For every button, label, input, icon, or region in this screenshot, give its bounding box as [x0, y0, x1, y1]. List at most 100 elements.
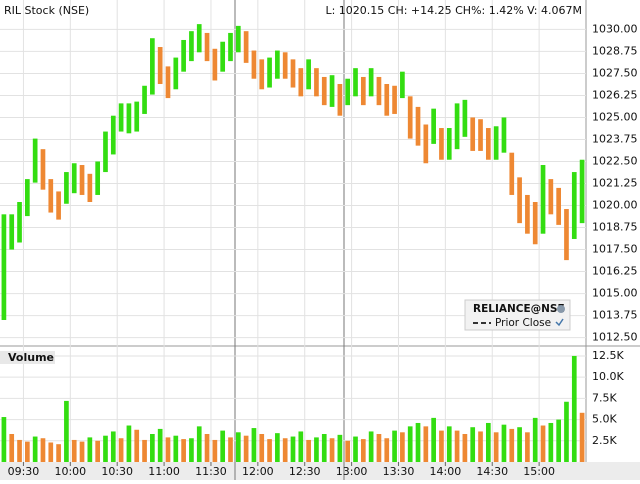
volume-bar [25, 441, 30, 462]
volume-bar [360, 439, 366, 462]
price-bar [251, 50, 257, 79]
price-bar [275, 50, 280, 79]
volume-bar [525, 432, 530, 462]
chart-title: RIL Stock (NSE) [4, 4, 89, 17]
price-bar [368, 68, 374, 97]
legend-check[interactable] [555, 318, 564, 327]
y-tick-label: 5.0K [592, 413, 617, 426]
price-bar [298, 68, 304, 97]
price-bar [485, 128, 491, 160]
price-bar [431, 108, 436, 144]
price-bar [525, 194, 530, 234]
volume-bar [267, 439, 272, 462]
legend-reference: Prior Close [495, 317, 551, 329]
price-bar [48, 179, 54, 213]
volume-bar [79, 441, 85, 462]
volume-bar [540, 425, 546, 462]
y-tick-label: 1026.25 [592, 88, 638, 101]
price-bar [493, 126, 499, 160]
volume-bar [579, 412, 585, 462]
marks [1, 24, 585, 462]
price-bar [126, 103, 132, 134]
price-bar [25, 179, 30, 217]
price-bar [446, 128, 452, 160]
price-bar [454, 103, 460, 150]
volume-bar [470, 427, 476, 462]
x-tick-label: 12:00 [242, 465, 274, 478]
price-bar [157, 47, 163, 85]
price-bar [71, 163, 77, 194]
price-bar [360, 76, 366, 106]
price-bar [392, 85, 397, 114]
volume-bar [392, 430, 397, 462]
volume-bar [17, 439, 22, 462]
volume-bar [95, 440, 101, 462]
x-tick-label: 10:00 [54, 465, 86, 478]
volume-bar [196, 426, 202, 462]
price-bar [282, 52, 288, 79]
volume-bar [103, 435, 108, 462]
price-bar [556, 187, 561, 225]
volume-bar [126, 425, 132, 462]
y-tick-label: 1018.75 [592, 221, 638, 234]
volume-bar [9, 434, 15, 462]
price-bar [235, 25, 241, 53]
price-bar [540, 165, 546, 234]
y-tick-label: 7.5K [592, 391, 617, 404]
y-tick-label: 10.0K [592, 370, 624, 383]
volume-bar [439, 430, 444, 462]
price-bar [79, 165, 85, 195]
volume-bar [478, 431, 483, 462]
volume-bar [423, 426, 429, 462]
price-bar [95, 161, 101, 195]
y-tick-label: 12.5K [592, 349, 624, 362]
volume-bar [556, 419, 561, 462]
volume-bar [314, 437, 319, 462]
volume-bar [87, 437, 93, 462]
price-bar [110, 115, 116, 155]
price-bar [478, 119, 483, 151]
price-bar [87, 173, 93, 202]
price-bar [579, 159, 585, 224]
price-bar [407, 96, 413, 139]
volume-bar [189, 438, 194, 462]
volume-bar [329, 438, 335, 462]
volume-bar [298, 431, 304, 462]
quote-summary: L: 1020.15 CH: +14.25 CH%: 1.42% V: 4.06… [325, 4, 582, 17]
volume-bar [446, 426, 452, 462]
price-bar [314, 68, 319, 97]
price-bar [337, 84, 343, 116]
x-tick-label: 13:30 [383, 465, 415, 478]
grid [0, 0, 586, 462]
price-bar [501, 117, 507, 153]
volume-bar [1, 417, 7, 462]
price-bar [196, 24, 202, 53]
price-bar [1, 214, 7, 320]
legend-symbol: RELIANCE@NSE [473, 303, 565, 315]
volume-bar [431, 417, 436, 462]
volume-bar [290, 436, 296, 462]
x-tick-label: 11:30 [195, 465, 227, 478]
price-bar [462, 99, 468, 137]
volume-bar [548, 422, 554, 462]
volume-bar [337, 434, 343, 462]
volume-bar [517, 427, 522, 462]
y-tick-label: 1015.00 [592, 287, 638, 300]
x-tick-label: 14:00 [430, 465, 462, 478]
price-bar [40, 149, 46, 190]
x-tick-label: 10:30 [101, 465, 133, 478]
volume-bar [400, 432, 405, 462]
price-bar [384, 84, 390, 116]
volume-bar [321, 434, 327, 462]
volume-bar [275, 433, 280, 462]
price-bar [517, 177, 522, 224]
volume-bar [48, 442, 54, 462]
y-tick-label: 1023.75 [592, 132, 638, 145]
volume-bar [384, 438, 390, 462]
y-tick-label: 1022.50 [592, 154, 638, 167]
price-bar [321, 76, 327, 106]
header-band [0, 0, 586, 18]
volume-bar [118, 438, 124, 462]
legend-icon[interactable] [557, 305, 565, 313]
